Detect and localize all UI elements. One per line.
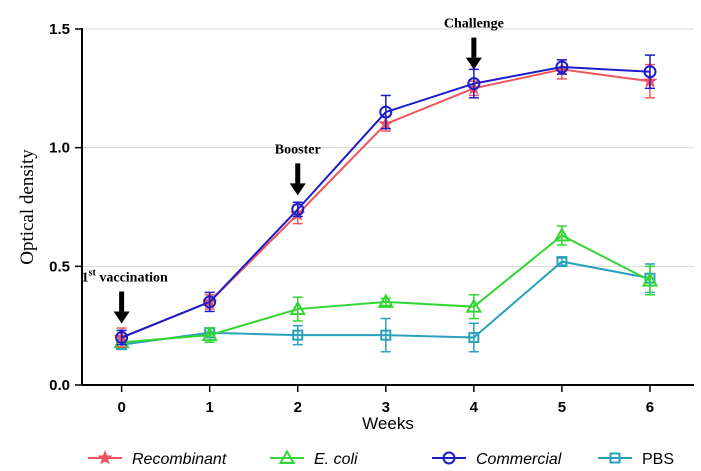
data-point (553, 226, 571, 242)
annotation-label: 1st vaccination (82, 268, 168, 286)
x-tick-label: 6 (646, 399, 654, 416)
data-point (289, 300, 306, 316)
legend-label: Recombinant (132, 451, 227, 468)
data-point (465, 298, 483, 313)
data-point (641, 272, 659, 287)
series-line (121, 234, 651, 344)
data-point (201, 326, 218, 342)
annotation-text: Challenge (444, 17, 504, 32)
arrow-icon (471, 37, 477, 60)
legend-item: Commercial (432, 451, 562, 468)
annotation-label: Booster (275, 142, 321, 157)
data-point (467, 77, 481, 91)
x-tick-label: 4 (470, 399, 479, 416)
legend-label: E. coli (314, 451, 358, 468)
annotation: Challenge (444, 17, 504, 70)
series-line (121, 65, 651, 339)
data-point (292, 329, 304, 341)
y-tick-label: 1.0 (49, 140, 70, 157)
data-point (377, 293, 395, 308)
x-axis-title: Weeks (362, 414, 414, 433)
y-tick-label: 0.0 (49, 377, 70, 394)
legend-marker (442, 451, 456, 465)
arrow-head-icon (113, 311, 130, 324)
legend-marker (278, 449, 296, 464)
legend-item: E. coli (270, 449, 358, 468)
data-point (555, 60, 569, 74)
data-point (291, 202, 305, 216)
legend-marker (97, 450, 113, 465)
data-point (643, 65, 657, 79)
legend-item: PBS (598, 451, 674, 468)
data-point (379, 105, 393, 119)
annotation-suffix: vaccination (96, 271, 168, 286)
annotation-superscript: st (89, 268, 97, 279)
annotation: Booster (275, 142, 321, 196)
series-commercial (115, 54, 657, 346)
x-tick-label: 5 (558, 399, 566, 416)
data-point (115, 331, 129, 345)
legend-item: Recombinant (88, 450, 227, 468)
y-tick-label: 0.5 (49, 258, 70, 275)
y-axis-title: Optical density (17, 149, 38, 265)
annotation-text: 1 (82, 271, 89, 286)
data-point (468, 332, 480, 344)
arrow-head-icon (289, 183, 306, 196)
x-tick-label: 2 (294, 399, 302, 416)
legend-label: PBS (642, 451, 674, 468)
legend-marker (609, 452, 621, 464)
data-point (203, 295, 217, 309)
data-point (380, 329, 392, 341)
annotation-text: Booster (275, 142, 321, 157)
arrow-icon (295, 163, 301, 186)
arrow-head-icon (465, 57, 482, 70)
annotation-label: Challenge (444, 17, 504, 32)
arrow-icon (119, 291, 125, 314)
x-tick-label: 3 (382, 399, 390, 416)
annotation: 1st vaccination (82, 268, 168, 324)
data-point (556, 256, 568, 268)
x-tick-label: 0 (117, 399, 125, 416)
legend-label: Commercial (476, 451, 562, 468)
y-tick-label: 1.5 (49, 21, 70, 38)
x-tick-label: 1 (206, 399, 214, 416)
